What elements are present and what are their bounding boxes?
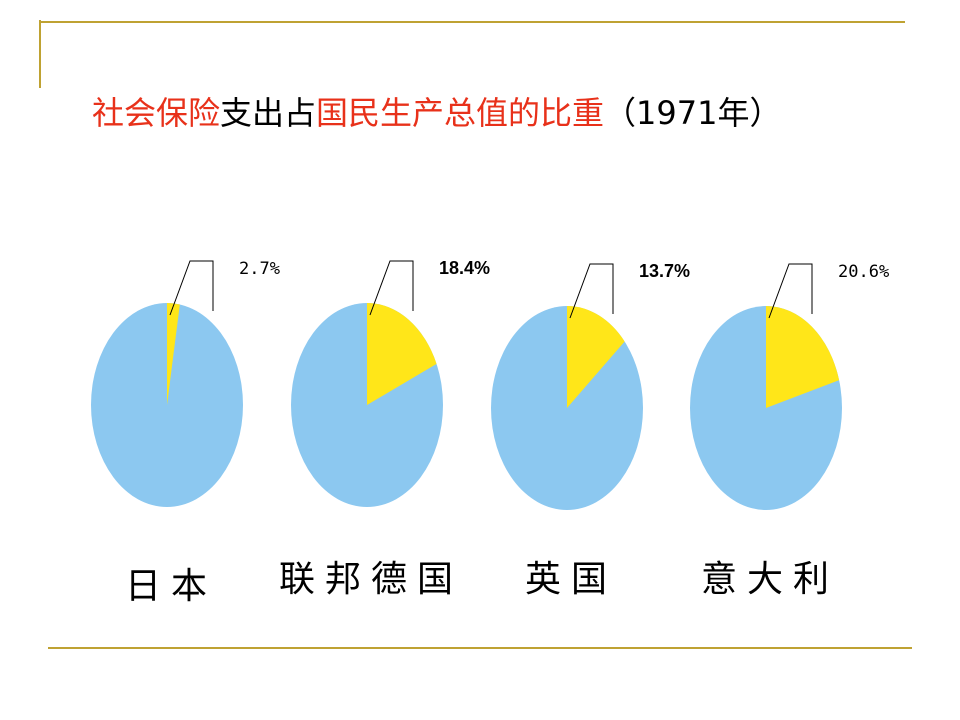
leader-line <box>569 263 614 319</box>
value-label: 2.7% <box>239 259 280 279</box>
value-label: 13.7% <box>639 261 690 281</box>
title-part: （1971年） <box>604 94 781 132</box>
title-part: 社会保险 <box>92 94 220 132</box>
pie-slice <box>367 303 437 405</box>
title-part: 支出占 <box>220 94 316 132</box>
pie-slice <box>567 306 625 408</box>
leader-line <box>369 260 414 316</box>
category-label: 意大利 <box>701 559 839 600</box>
category-label: 日本 <box>125 566 217 607</box>
value-label: 18.4% <box>439 258 490 278</box>
category-label: 联邦德国 <box>279 559 463 600</box>
category-label: 英国 <box>525 559 617 600</box>
slide-title: 社会保险支出占国民生产总值的比重（1971年） <box>92 94 782 132</box>
pie-slice <box>167 303 180 405</box>
leader-line <box>768 263 813 319</box>
pie-slice <box>766 306 840 408</box>
title-part: 国民生产总值的比重 <box>316 94 604 132</box>
leader-line <box>169 260 214 316</box>
value-label: 20.6% <box>838 262 889 282</box>
